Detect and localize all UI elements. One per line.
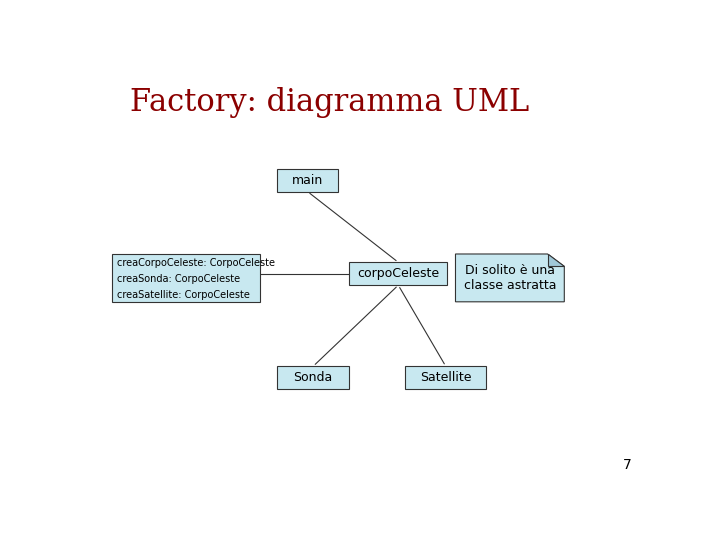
Polygon shape xyxy=(548,254,564,266)
Text: creaSonda: CorpoCeleste: creaSonda: CorpoCeleste xyxy=(117,274,240,284)
FancyBboxPatch shape xyxy=(277,366,349,389)
Text: Satellite: Satellite xyxy=(420,371,472,384)
Text: Sonda: Sonda xyxy=(294,371,333,384)
Text: creaSatellite: CorpoCeleste: creaSatellite: CorpoCeleste xyxy=(117,289,250,300)
FancyBboxPatch shape xyxy=(277,168,338,192)
Text: corpoCeleste: corpoCeleste xyxy=(357,267,439,280)
Text: 7: 7 xyxy=(623,458,631,472)
Text: Factory: diagramma UML: Factory: diagramma UML xyxy=(130,87,530,118)
Text: Di solito è una
classe astratta: Di solito è una classe astratta xyxy=(464,264,556,292)
Text: main: main xyxy=(292,174,323,187)
FancyBboxPatch shape xyxy=(405,366,486,389)
Polygon shape xyxy=(456,254,564,302)
FancyBboxPatch shape xyxy=(349,262,447,285)
FancyBboxPatch shape xyxy=(112,254,260,302)
Text: creaCorpoCeleste: CorpoCeleste: creaCorpoCeleste: CorpoCeleste xyxy=(117,258,275,268)
